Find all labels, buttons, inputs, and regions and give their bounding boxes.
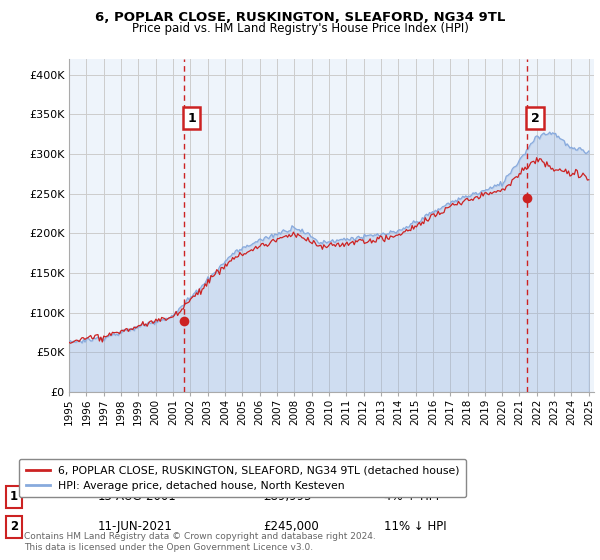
Text: 11% ↓ HPI: 11% ↓ HPI [384,520,446,534]
Text: £245,000: £245,000 [263,520,319,534]
Legend: 6, POPLAR CLOSE, RUSKINGTON, SLEAFORD, NG34 9TL (detached house), HPI: Average p: 6, POPLAR CLOSE, RUSKINGTON, SLEAFORD, N… [19,459,466,497]
Text: 11-JUN-2021: 11-JUN-2021 [98,520,173,534]
Text: 1: 1 [187,112,196,125]
Text: Contains HM Land Registry data © Crown copyright and database right 2024.
This d: Contains HM Land Registry data © Crown c… [24,532,376,552]
Text: 13-AUG-2001: 13-AUG-2001 [98,491,176,503]
Text: £89,995: £89,995 [263,491,312,503]
Text: 1: 1 [10,491,18,503]
Text: Price paid vs. HM Land Registry's House Price Index (HPI): Price paid vs. HM Land Registry's House … [131,22,469,35]
Text: 4% ↑ HPI: 4% ↑ HPI [384,491,439,503]
Text: 2: 2 [530,112,539,125]
Text: 6, POPLAR CLOSE, RUSKINGTON, SLEAFORD, NG34 9TL: 6, POPLAR CLOSE, RUSKINGTON, SLEAFORD, N… [95,11,505,24]
Text: 2: 2 [10,520,18,534]
